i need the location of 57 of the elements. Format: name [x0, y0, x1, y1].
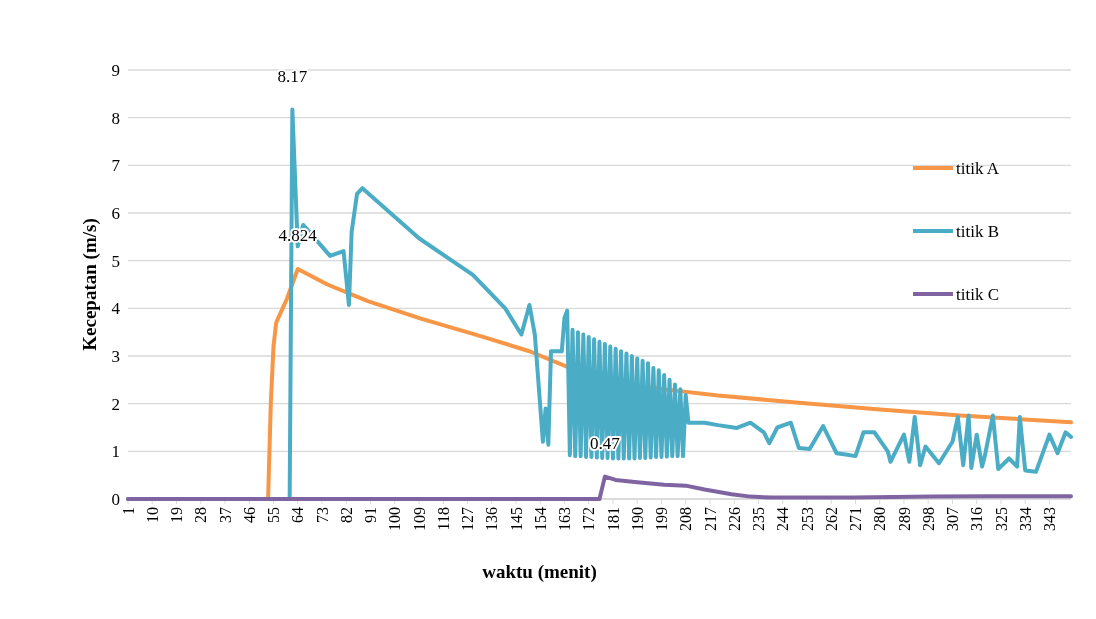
x-tick-label: 109 — [410, 507, 428, 531]
x-tick-label: 136 — [483, 507, 501, 531]
x-tick-label: 271 — [847, 507, 865, 531]
y-tick-label: 5 — [111, 251, 120, 271]
x-tick-label: 46 — [240, 507, 258, 523]
x-tick-label: 334 — [1016, 507, 1034, 531]
x-tick-label: 73 — [313, 507, 331, 523]
x-tick-label: 244 — [774, 507, 792, 531]
x-tick-label: 82 — [337, 507, 355, 523]
y-tick-label: 8 — [111, 108, 120, 128]
x-tick-label: 343 — [1041, 507, 1059, 531]
legend-label: titik C — [956, 284, 999, 304]
x-tick-label: 91 — [362, 507, 380, 523]
x-tick-label: 226 — [725, 507, 743, 531]
legend-label: titik A — [956, 158, 1000, 178]
x-tick-label: 19 — [168, 507, 186, 523]
x-tick-label: 100 — [386, 507, 404, 531]
x-tick-label: 217 — [701, 507, 719, 531]
data-label: 0.47 — [590, 433, 621, 453]
x-axis-title: waktu (menit) — [482, 561, 597, 583]
x-tick-label: 235 — [750, 507, 768, 531]
x-tick-label: 199 — [653, 507, 671, 531]
x-tick-label: 127 — [459, 507, 477, 531]
y-tick-label: 0 — [111, 489, 120, 509]
x-tick-label: 307 — [944, 507, 962, 531]
x-tick-label: 28 — [192, 507, 210, 523]
x-tick-label: 208 — [677, 507, 695, 531]
x-tick-label: 37 — [216, 507, 234, 523]
y-tick-label: 1 — [111, 442, 120, 462]
x-tick-label: 163 — [556, 507, 574, 531]
x-tick-label: 10 — [143, 507, 161, 523]
y-tick-label: 6 — [111, 203, 120, 223]
x-tick-label: 253 — [798, 507, 816, 531]
x-tick-label: 154 — [531, 507, 549, 531]
x-tick-label: 289 — [895, 507, 913, 531]
y-tick-label: 7 — [111, 156, 121, 176]
x-tick-label: 118 — [434, 507, 452, 531]
x-tick-label: 64 — [289, 507, 307, 523]
x-tick-label: 325 — [992, 507, 1010, 531]
y-tick-label: 3 — [111, 346, 120, 366]
x-tick-label: 262 — [822, 507, 840, 531]
x-tick-label: 145 — [507, 507, 525, 531]
x-tick-label: 181 — [604, 507, 622, 531]
x-tick-label: 172 — [580, 507, 598, 531]
y-tick-label: 9 — [111, 60, 120, 80]
x-tick-label: 55 — [265, 507, 283, 523]
x-tick-label: 190 — [628, 507, 646, 531]
line-series — [126, 474, 1073, 501]
y-tick-label: 4 — [111, 299, 121, 319]
x-tick-label: 1 — [119, 507, 137, 515]
x-tick-label: 280 — [871, 507, 889, 531]
legend-label: titik B — [956, 221, 999, 241]
x-tick-label: 298 — [919, 507, 937, 531]
y-tick-label: 2 — [111, 394, 120, 414]
y-axis-title: Kecepatan (m/s) — [79, 218, 101, 351]
x-tick-label: 316 — [968, 507, 986, 531]
data-label: 8.17 — [277, 66, 308, 86]
